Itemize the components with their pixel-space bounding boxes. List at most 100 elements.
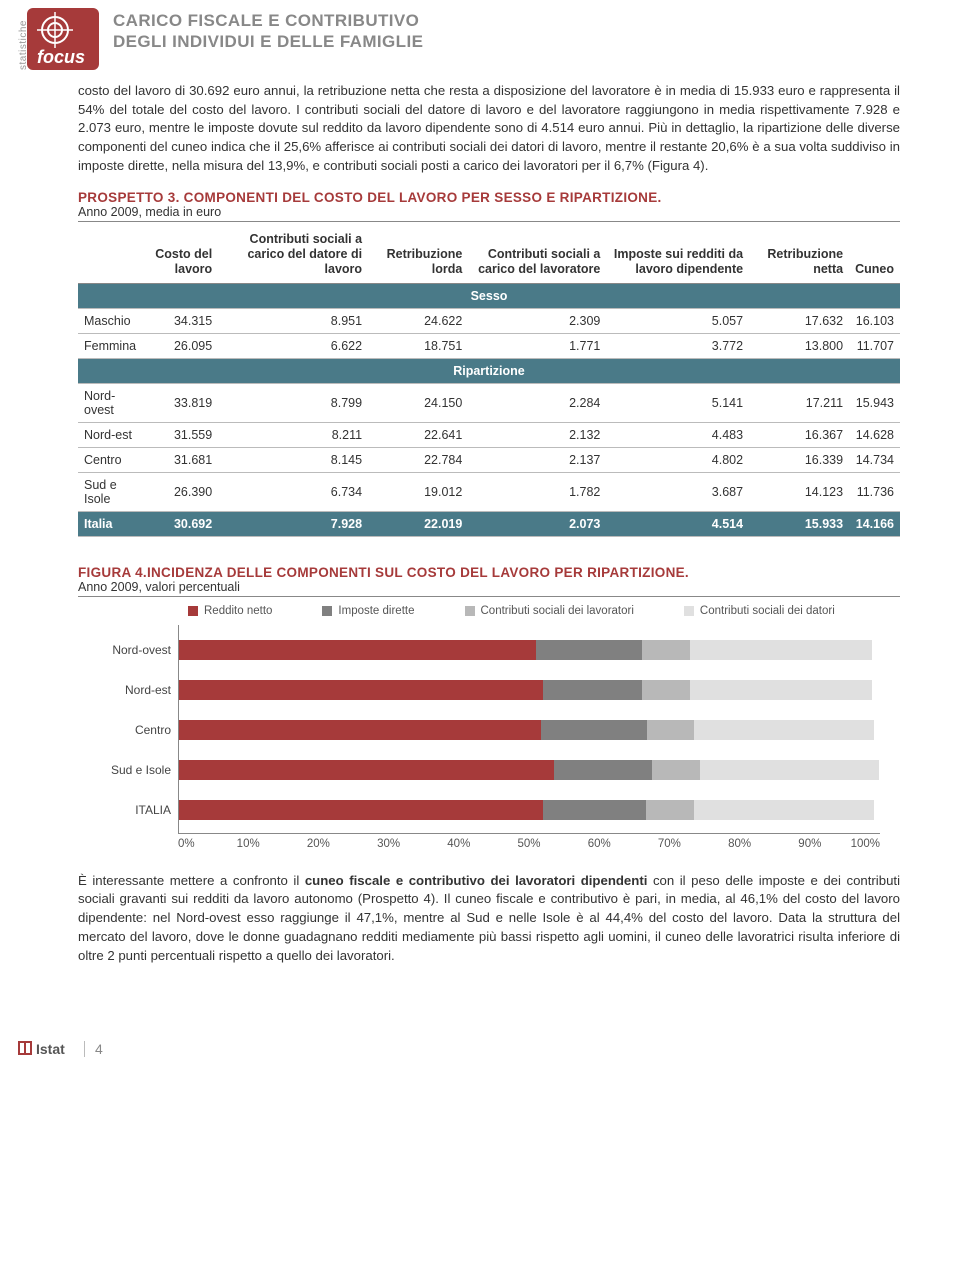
bar-label: Nord-ovest (79, 643, 171, 657)
figura-sub: Anno 2009, valori percentuali (78, 580, 900, 597)
legend-swatch (465, 606, 475, 616)
x-tick: 90% (775, 838, 845, 850)
x-tick: 30% (354, 838, 424, 850)
bar-segment (694, 800, 875, 820)
bar-segment (646, 800, 694, 820)
bar-segment (647, 720, 694, 740)
table-row: Maschio34.3158.95124.6222.3095.05717.632… (78, 308, 900, 333)
table-header-row: Costo del lavoro Contributi sociali a ca… (78, 226, 900, 284)
th-retrib-netta: Retribuzione netta (749, 226, 849, 284)
bar (179, 800, 880, 820)
bar-segment (179, 720, 541, 740)
bar-row: Sud e Isole (179, 753, 880, 787)
legend-item: Contributi sociali dei datori (684, 605, 835, 617)
bar-label: Sud e Isole (79, 763, 171, 777)
bar-segment (543, 800, 646, 820)
header-title: CARICO FISCALE E CONTRIBUTIVO DEGLI INDI… (113, 10, 423, 53)
paragraph-1: costo del lavoro di 30.692 euro annui, l… (78, 82, 900, 176)
legend-swatch (684, 606, 694, 616)
bar-label: Centro (79, 723, 171, 737)
prospetto-sub: Anno 2009, media in euro (78, 205, 900, 222)
bar-label: Nord-est (79, 683, 171, 697)
legend-item: Contributi sociali dei lavoratori (465, 605, 634, 617)
header-title-line2: DEGLI INDIVIDUI E DELLE FAMIGLIE (113, 31, 423, 52)
legend-swatch (322, 606, 332, 616)
chart-legend: Reddito netto Imposte dirette Contributi s… (188, 605, 900, 617)
bar-segment (179, 760, 554, 780)
prospetto-title: PROSPETTO 3. COMPONENTI DEL COSTO DEL LA… (78, 190, 900, 205)
th-contrib-datore: Contributi sociali a carico del datore d… (218, 226, 368, 284)
focus-logo-icon: focus (27, 8, 99, 70)
prospetto-table: Costo del lavoro Contributi sociali a ca… (78, 226, 900, 537)
table-row: Nord-est31.5598.21122.6412.1324.48316.36… (78, 422, 900, 447)
bar-segment (543, 680, 643, 700)
istat-logo-icon: Istat (18, 1039, 74, 1059)
legend-item: Imposte dirette (322, 605, 414, 617)
legend-label: Imposte dirette (338, 605, 414, 617)
page-header: statistiche focus CARICO FISCALE E CONTR… (0, 0, 960, 82)
legend-label: Reddito netto (204, 605, 272, 617)
chart-x-axis: 0%10%20%30%40%50%60%70%80%90%100% (178, 834, 880, 850)
table-row: Centro31.6818.14522.7842.1374.80216.3391… (78, 447, 900, 472)
x-tick: 80% (705, 838, 775, 850)
th-cuneo: Cuneo (849, 226, 900, 284)
bar (179, 680, 880, 700)
legend-label: Contributi sociali dei datori (700, 605, 835, 617)
chart-container: Reddito netto Imposte dirette Contributi s… (78, 605, 900, 850)
bar (179, 640, 880, 660)
x-tick: 60% (564, 838, 634, 850)
bar-label: ITALIA (79, 803, 171, 817)
table-row: Sud e Isole26.3906.73419.0121.7823.68714… (78, 472, 900, 511)
th-retrib-lorda: Retribuzione lorda (368, 226, 468, 284)
chart-area: Nord-ovest Nord-est Centro Sud e Isole ITALI… (178, 625, 880, 834)
side-label: statistiche (18, 20, 29, 70)
x-tick: 40% (424, 838, 494, 850)
x-tick: 50% (494, 838, 564, 850)
th-costo: Costo del lavoro (146, 226, 218, 284)
bar (179, 760, 880, 780)
x-tick: 20% (283, 838, 353, 850)
bar-segment (690, 640, 872, 660)
th-blank (78, 226, 146, 284)
bar-row: Nord-ovest (179, 633, 880, 667)
x-tick: 100% (845, 838, 880, 850)
legend-item: Reddito netto (188, 605, 272, 617)
bar-segment (554, 760, 652, 780)
bar-segment (536, 640, 643, 660)
table-band-row: Sesso (78, 283, 900, 308)
page-footer: Istat 4 (0, 1029, 960, 1067)
bar-segment (694, 720, 874, 740)
page-number: 4 (84, 1041, 103, 1057)
x-tick: 10% (213, 838, 283, 850)
logo-block: statistiche focus (18, 8, 99, 70)
bar (179, 720, 880, 740)
x-tick: 0% (178, 838, 213, 850)
paragraph-2: È interessante mettere a confronto il cu… (78, 872, 900, 966)
bar-segment (179, 800, 543, 820)
bar-segment (700, 760, 879, 780)
bar-row: Centro (179, 713, 880, 747)
bar-segment (179, 680, 543, 700)
header-title-line1: CARICO FISCALE E CONTRIBUTIVO (113, 10, 423, 31)
svg-text:focus: focus (37, 47, 85, 67)
bar-segment (541, 720, 648, 740)
content-area: costo del lavoro di 30.692 euro annui, l… (0, 82, 960, 999)
bar-segment (642, 640, 690, 660)
legend-label: Contributi sociali dei lavoratori (481, 605, 634, 617)
th-contrib-lav: Contributi sociali a carico del lavorato… (468, 226, 606, 284)
table-row: Italia30.6927.92822.0192.0734.51415.9331… (78, 511, 900, 536)
svg-text:Istat: Istat (36, 1041, 65, 1057)
bar-segment (652, 760, 700, 780)
figura-title: FIGURA 4.INCIDENZA DELLE COMPONENTI SUL … (78, 565, 900, 580)
legend-swatch (188, 606, 198, 616)
bar-row: ITALIA (179, 793, 880, 827)
table-row: Femmina26.0956.62218.7511.7713.77213.800… (78, 333, 900, 358)
bar-segment (690, 680, 872, 700)
table-band-row: Ripartizione (78, 358, 900, 383)
bar-segment (642, 680, 690, 700)
table-row: Nord-ovest33.8198.79924.1502.2845.14117.… (78, 383, 900, 422)
x-tick: 70% (634, 838, 704, 850)
bar-row: Nord-est (179, 673, 880, 707)
bar-segment (179, 640, 536, 660)
th-imposte: Imposte sui redditi da lavoro dipendente (606, 226, 749, 284)
